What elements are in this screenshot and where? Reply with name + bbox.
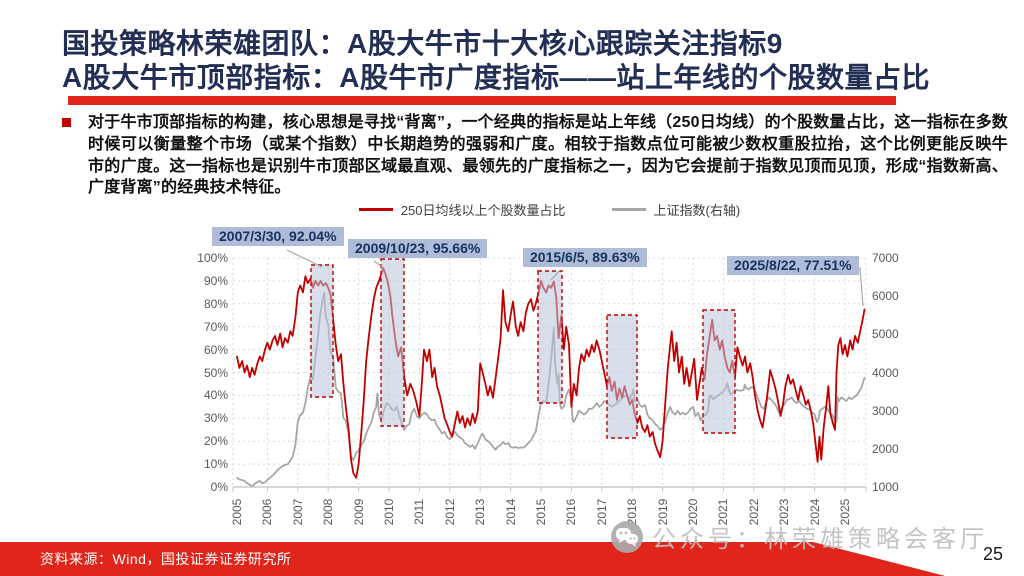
left-axis-tick-label: 10% — [203, 457, 228, 472]
left-axis-tick-label: 50% — [203, 365, 228, 380]
chart-annotation: 2009/10/23, 95.66% — [348, 239, 488, 258]
highlight-band-border — [537, 270, 563, 404]
right-axis-tick-label: 5000 — [872, 327, 899, 342]
left-axis-tick-label: 100% — [197, 251, 228, 265]
right-axis-tick-label: 1000 — [872, 480, 899, 494]
left-axis-tick-label: 20% — [203, 434, 228, 449]
right-axis-tick-label: 7000 — [872, 251, 899, 265]
highlight-band — [311, 265, 333, 397]
x-axis-tick-label: 2009 — [351, 498, 366, 526]
x-axis-tick-label: 2013 — [473, 498, 488, 526]
annotation-callout-line — [373, 260, 385, 269]
highlight-band-border — [380, 258, 405, 427]
x-axis-tick-label: 2007 — [290, 498, 305, 526]
highlight-band — [381, 259, 404, 426]
left-axis-tick-label: 30% — [203, 411, 228, 426]
page-number: 25 — [983, 544, 1004, 564]
source-note: 资料来源：Wind，国投证券证券研究所 — [40, 551, 292, 567]
chart-annotation: 2025/8/22, 77.51% — [727, 256, 859, 275]
right-axis-tick-label: 6000 — [872, 289, 899, 304]
highlight-band-border — [702, 309, 736, 434]
chart-annotation: 2007/3/30, 92.04% — [212, 227, 344, 246]
body-text: 对于牛市顶部指标的构建，核心思想是寻找“背离”，一个经典的指标是站上年线（250… — [88, 114, 1008, 197]
x-axis-tick-label: 2010 — [382, 498, 396, 526]
slide-title: 国投策略林荣雄团队：A股大牛市十大核心跟踪关注指标9 A股大牛市顶部指标：A股牛… — [62, 27, 1012, 95]
slide-title-line1: 国投策略林荣雄团队：A股大牛市十大核心跟踪关注指标9 — [62, 28, 783, 59]
watermark: 公众号：林荣雄策略会客厅 — [610, 519, 988, 554]
highlight-band — [607, 315, 637, 438]
left-axis-tick-label: 70% — [203, 319, 228, 334]
body-paragraph-block: 对于牛市顶部指标的构建，核心思想是寻找“背离”，一个经典的指标是站上年线（250… — [62, 112, 1008, 199]
x-axis-tick-label: 2011 — [412, 499, 427, 525]
annotation-callout-line — [550, 269, 561, 281]
left-axis-tick-label: 60% — [203, 342, 228, 357]
slide-title-line2: A股大牛市顶部指标：A股牛市广度指标——站上年线的个股数量占比 — [62, 62, 930, 93]
annotation-callout-line — [286, 249, 323, 268]
watermark-text: 公众号：林荣雄策略会客厅 — [652, 526, 988, 553]
x-axis-tick-label: 2008 — [321, 498, 336, 526]
red-line-swatch-icon — [358, 208, 393, 211]
wechat-watermark-icon — [611, 520, 643, 553]
x-axis-tick-label: 2012 — [442, 498, 457, 526]
x-axis-tick-label: 2015 — [534, 498, 548, 526]
highlight-band — [538, 271, 562, 403]
index-series-line — [236, 291, 866, 488]
x-axis-tick-label: 2014 — [503, 498, 518, 526]
x-axis-tick-label: 2016 — [564, 498, 579, 526]
left-axis-tick-label: 0% — [210, 480, 228, 494]
right-axis-tick-label: 3000 — [872, 403, 899, 418]
left-axis-tick-label: 40% — [203, 388, 228, 403]
chart-legend: 250日均线以上个股数量占比 上证指数(右轴) — [233, 200, 866, 219]
highlight-band-border — [310, 264, 334, 398]
left-axis-tick-label: 90% — [203, 273, 228, 288]
right-axis-labels: 1000 2000 3000 4000 5000 6000 7000 — [872, 0, 922, 576]
legend-label-breadth: 250日均线以上个股数量占比 — [400, 203, 566, 218]
legend-item-index: 上证指数(右轴) — [611, 200, 741, 219]
highlight-band-border — [606, 314, 638, 439]
legend-item-breadth: 250日均线以上个股数量占比 — [358, 200, 566, 219]
left-axis-tick-label: 80% — [203, 296, 228, 311]
red-square-bullet — [62, 118, 71, 127]
right-axis-tick-label: 2000 — [872, 441, 899, 456]
chart-annotation: 2015/6/5, 89.63% — [523, 248, 647, 267]
title-underline — [68, 96, 896, 105]
gray-line-swatch-icon — [611, 208, 646, 211]
left-axis-labels: 0% 10% 20% 30% 40% 50% 60% 70% 80% 90% 100% — [178, 0, 228, 576]
footer-red-band — [0, 542, 946, 576]
x-axis-tick-label: 2005 — [230, 498, 244, 526]
right-axis-tick-label: 4000 — [872, 365, 899, 380]
highlight-band — [703, 310, 735, 433]
legend-label-index: 上证指数(右轴) — [653, 203, 741, 218]
x-axis-tick-label: 2006 — [260, 498, 275, 526]
